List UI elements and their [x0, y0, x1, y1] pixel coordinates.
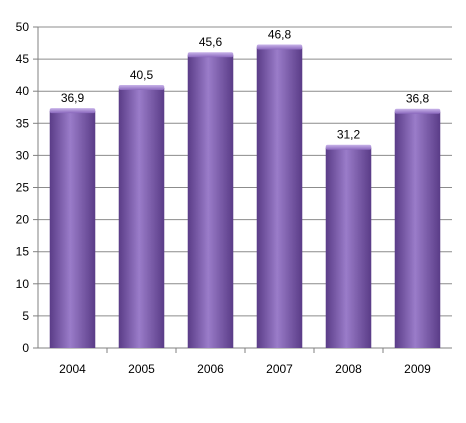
grid-layer [38, 26, 452, 317]
x-tick-label-2004: 2004 [59, 362, 86, 376]
data-label-2005: 40,5 [130, 68, 154, 82]
y-tick-label: 25 [16, 181, 30, 195]
bar-2009 [394, 111, 441, 348]
x-tick-label-2006: 2006 [197, 362, 224, 376]
bar-cap-2009 [394, 108, 441, 114]
bar-2006 [187, 55, 234, 349]
y-tick-label: 0 [22, 341, 29, 355]
data-label-2004: 36,9 [61, 91, 85, 105]
y-tick-label: 50 [16, 20, 30, 34]
y-tick-label: 15 [16, 245, 30, 259]
x-tick-label-2009: 2009 [404, 362, 431, 376]
x-tick-label-2007: 2007 [266, 362, 293, 376]
y-tick-label: 20 [16, 213, 30, 227]
y-tick-label: 45 [16, 52, 30, 66]
bar-cap-2007 [256, 44, 303, 50]
x-tick-label-2005: 2005 [128, 362, 155, 376]
data-label-2009: 36,8 [406, 92, 430, 106]
labels-layer: 36,9 2004 40,5 2005 45,6 2006 46,8 2007 31,2 2008… [59, 28, 431, 376]
bar-2004 [49, 111, 96, 349]
y-tick-label: 35 [16, 116, 30, 130]
data-label-2008: 31,2 [337, 128, 361, 142]
bar-2005 [118, 87, 165, 349]
bar-2007 [256, 47, 303, 348]
y-tick-label: 5 [22, 309, 29, 323]
x-tick-label-2008: 2008 [335, 362, 362, 376]
y-tick-label: 40 [16, 84, 30, 98]
bar-cap-2006 [187, 52, 234, 58]
bars-layer [49, 44, 441, 349]
bar-cap-2008 [325, 144, 372, 150]
data-label-2007: 46,8 [268, 28, 292, 42]
data-label-2006: 45,6 [199, 35, 223, 49]
axis-layer: 0 5 10 15 20 25 30 35 40 45 50 [16, 20, 452, 355]
y-tick-label: 10 [16, 277, 30, 291]
y-tick-label: 30 [16, 148, 30, 162]
bar-cap-2004 [49, 108, 96, 114]
bar-2008 [325, 147, 372, 348]
bar-cap-2005 [118, 84, 165, 90]
